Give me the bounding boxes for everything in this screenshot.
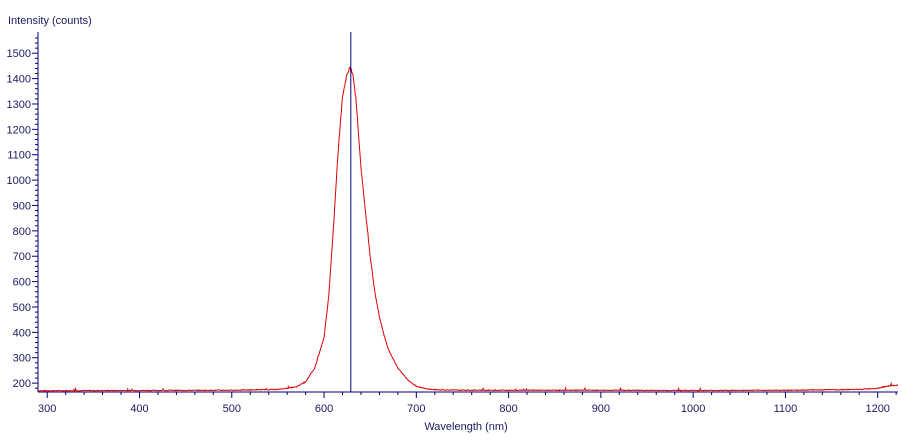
spectrum-series-line bbox=[37, 66, 899, 392]
y-tick-label: 1500 bbox=[7, 48, 31, 60]
y-axis-title: Intensity (counts) bbox=[8, 15, 92, 27]
x-tick-label: 1000 bbox=[681, 403, 705, 415]
y-tick-label: 600 bbox=[13, 277, 31, 289]
plot-area bbox=[37, 32, 899, 392]
y-tick-label: 1200 bbox=[7, 124, 31, 136]
x-tick-label: 900 bbox=[592, 403, 610, 415]
y-tick-label: 1100 bbox=[7, 150, 31, 162]
ticks: 300 400 500 600 700 800 900 1000 1100 1200 200 300 4… bbox=[7, 37, 897, 415]
x-tick-label: 700 bbox=[407, 403, 425, 415]
y-tick-label: 800 bbox=[13, 226, 31, 238]
y-tick-label: 300 bbox=[13, 353, 31, 365]
y-tick-label: 700 bbox=[13, 251, 31, 263]
y-tick-label: 1300 bbox=[7, 99, 31, 111]
y-tick-label: 900 bbox=[13, 200, 31, 212]
y-tick-label: 500 bbox=[13, 302, 31, 314]
y-tick-label: 400 bbox=[13, 327, 31, 339]
x-tick-label: 400 bbox=[130, 403, 148, 415]
x-tick-label: 1100 bbox=[774, 403, 798, 415]
y-tick-label: 200 bbox=[13, 378, 31, 390]
y-tick-label: 1400 bbox=[7, 74, 31, 86]
x-tick-label: 800 bbox=[499, 403, 517, 415]
x-axis-title: Wavelength (nm) bbox=[424, 421, 507, 433]
x-tick-label: 500 bbox=[223, 403, 241, 415]
axes bbox=[37, 32, 898, 393]
x-tick-label: 1200 bbox=[865, 403, 889, 415]
y-tick-label: 1000 bbox=[7, 175, 31, 187]
x-tick-label: 300 bbox=[38, 403, 56, 415]
x-tick-label: 600 bbox=[315, 403, 333, 415]
